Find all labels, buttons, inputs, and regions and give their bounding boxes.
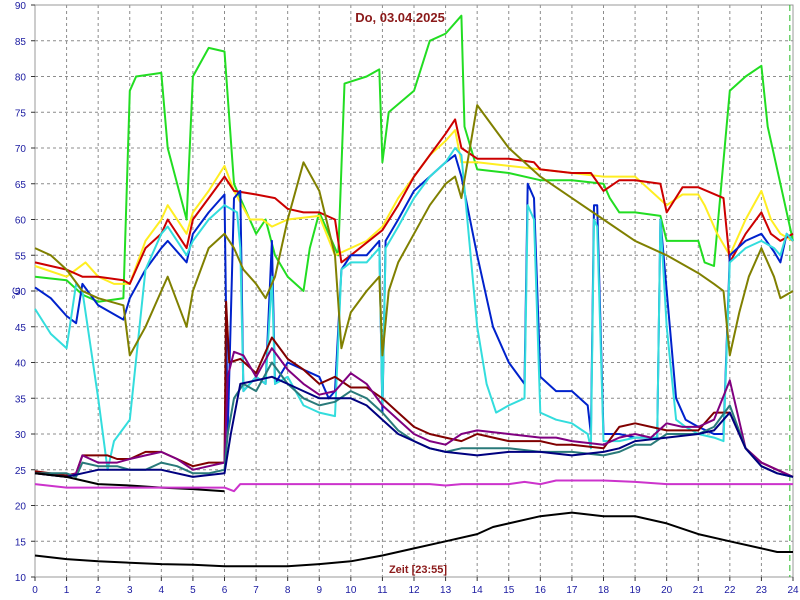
x-tick-label: 23 <box>756 585 768 596</box>
x-tick-label: 19 <box>630 585 642 596</box>
x-tick-label: 3 <box>127 585 133 596</box>
series-line-8 <box>34 347 794 478</box>
y-tick-label: 70 <box>15 144 27 155</box>
chart-tick-labels: 0 1 2 3 4 5 6 7 8 9 10 11 12 13 14 15 16 17 18 19 20 21 22 23 24… <box>15 1 799 596</box>
x-tick-label: 20 <box>661 585 673 596</box>
y-tick-label: 65 <box>15 180 27 191</box>
x-tick-label: 2 <box>95 585 101 596</box>
x-tick-label: 12 <box>408 585 420 596</box>
series-line-7 <box>34 300 794 478</box>
x-tick-label: 17 <box>566 585 578 596</box>
x-tick-label: 10 <box>345 585 357 596</box>
y-tick-label: 90 <box>15 1 27 12</box>
x-tick-label: 4 <box>159 585 165 596</box>
x-tick-label: 24 <box>787 585 799 596</box>
y-tick-label: 45 <box>15 323 27 334</box>
y-tick-label: 85 <box>15 37 27 48</box>
series-line-6 <box>34 104 794 357</box>
x-tick-label: 13 <box>440 585 452 596</box>
x-tick-label: 7 <box>253 585 259 596</box>
chart-series-group <box>34 14 794 568</box>
x-tick-label: 8 <box>285 585 291 596</box>
series-line-13 <box>34 479 793 493</box>
y-tick-label: 60 <box>15 216 27 227</box>
y-tick-label: 10 <box>15 573 27 584</box>
x-tick-label: 0 <box>32 585 38 596</box>
x-tick-label: 18 <box>598 585 610 596</box>
series-line-5 <box>34 147 794 471</box>
y-axis-label: °C <box>11 287 23 299</box>
series-line-12 <box>34 472 225 493</box>
y-tick-label: 35 <box>15 394 27 405</box>
y-tick-label: 20 <box>15 502 27 513</box>
x-tick-label: 15 <box>503 585 515 596</box>
y-tick-label: 40 <box>15 359 27 370</box>
y-tick-label: 30 <box>15 430 27 441</box>
x-tick-label: 1 <box>64 585 70 596</box>
x-tick-label: 14 <box>472 585 484 596</box>
y-tick-label: 55 <box>15 251 27 262</box>
chart-title: Do, 03.04.2025 <box>355 10 445 25</box>
series-line-10 <box>34 375 794 478</box>
series-line-2 <box>34 129 794 285</box>
x-tick-label: 22 <box>724 585 736 596</box>
y-tick-label: 25 <box>15 466 27 477</box>
x-tick-label: 11 <box>377 585 388 596</box>
y-tick-label: 80 <box>15 73 27 84</box>
x-tick-label: 16 <box>535 585 547 596</box>
x-tick-label: 5 <box>190 585 196 596</box>
series-line-1 <box>34 14 794 303</box>
x-tick-label: 21 <box>693 585 705 596</box>
y-tick-label: 75 <box>15 108 27 119</box>
x-tick-label: 9 <box>316 585 322 596</box>
y-tick-label: 15 <box>15 537 27 548</box>
series-line-3 <box>34 118 794 285</box>
x-axis-label: Zeit [23:55] <box>389 564 447 576</box>
series-line-11 <box>34 511 793 568</box>
x-tick-label: 6 <box>222 585 228 596</box>
y-tick-label: 50 <box>15 287 27 298</box>
